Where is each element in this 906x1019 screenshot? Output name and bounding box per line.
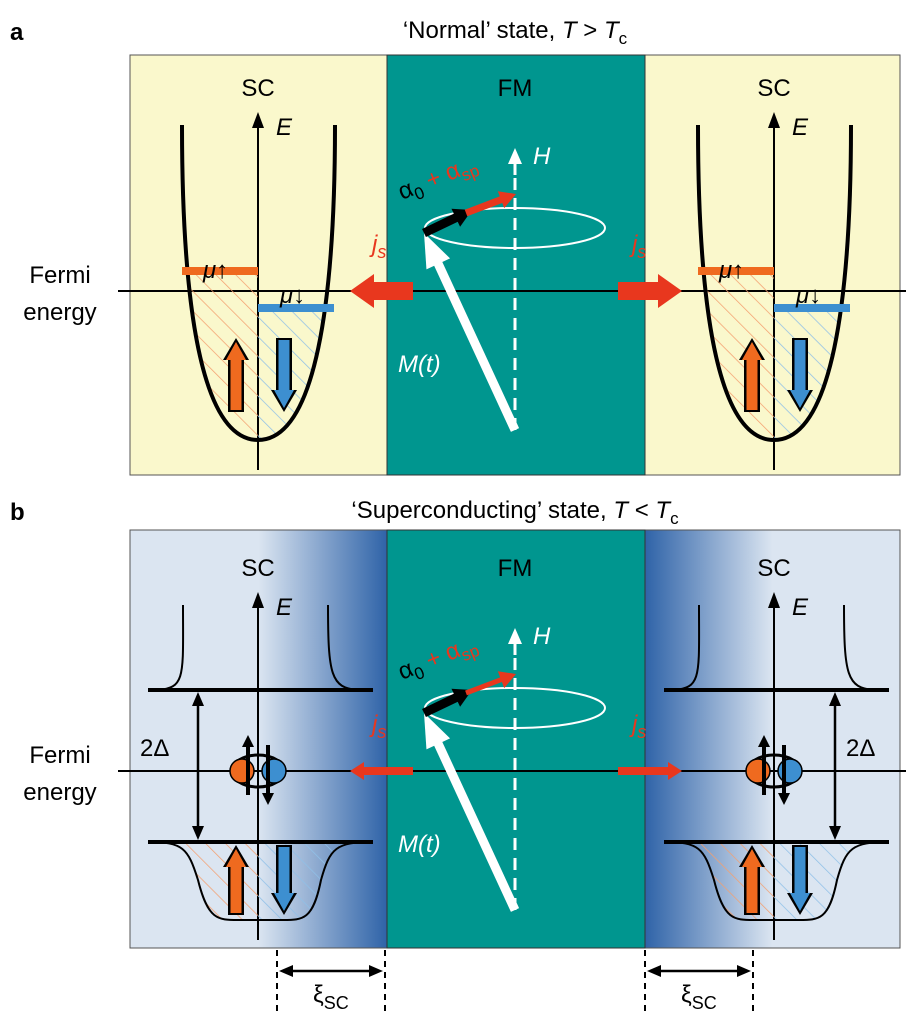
field-label: H [533, 143, 551, 170]
coherence-symbol: ξ [313, 981, 324, 1008]
magnetization-label: M(t) [398, 831, 441, 858]
electron-down [778, 759, 802, 783]
coherence-arrow-head [737, 965, 751, 977]
electron-up [746, 759, 770, 783]
panel-letter: a [10, 19, 24, 46]
energy-label: E [792, 594, 809, 621]
coherence-label: ξSC [681, 981, 717, 1013]
spin-current-subscript: s [637, 242, 646, 262]
coherence-symbol: ξ [681, 981, 692, 1008]
spin-current-subscript: s [377, 242, 386, 262]
gap-label: 2Δ [140, 735, 169, 762]
region-label: SC [241, 75, 274, 102]
mu-up-label: μ↑ [202, 257, 228, 284]
mu-up-label: μ↑ [718, 257, 744, 284]
region-label: FM [498, 75, 533, 102]
coherence-label: ξSC [313, 981, 349, 1013]
panel-title: ‘Normal’ state, T > Tc [403, 17, 628, 48]
coherence-arrow-head [647, 965, 661, 977]
coherence-subscript: SC [692, 993, 717, 1013]
figure: a ‘Normal’ state, T > Tc SC FM SC Fermi energy… [10, 17, 906, 1019]
fermi-label: Fermi [29, 262, 90, 289]
mu-down-label: μ↓ [279, 282, 305, 309]
coherence-arrow-head [369, 965, 383, 977]
mu-down-label: μ↓ [795, 282, 821, 309]
panel: a ‘Normal’ state, T > Tc SC FM SC Fermi energy… [10, 17, 906, 488]
energy-label: E [276, 114, 293, 141]
spin-current-subscript: s [377, 722, 386, 742]
energy-label: E [276, 594, 293, 621]
fermi-label: energy [23, 779, 96, 806]
electron-up [230, 759, 254, 783]
panel: b ‘Superconducting’ state, T < Tc SC FM SC Fe… [10, 497, 906, 1019]
panel-letter: b [10, 499, 25, 526]
fermi-label: Fermi [29, 742, 90, 769]
spin-current-subscript: s [637, 722, 646, 742]
panel-title: ‘Superconducting’ state, T < Tc [351, 497, 679, 528]
title-text: ‘Normal’ state, [403, 17, 562, 44]
field-label: H [533, 623, 551, 650]
region-label: FM [498, 555, 533, 582]
region-label: SC [757, 555, 790, 582]
coherence-arrow-head [279, 965, 293, 977]
title-subscript: c [670, 509, 679, 528]
title-text: < [628, 497, 655, 524]
region-label: SC [241, 555, 274, 582]
title-subscript: c [619, 29, 628, 48]
electron-down [262, 759, 286, 783]
energy-label: E [792, 114, 809, 141]
coherence-subscript: SC [324, 993, 349, 1013]
region-label: SC [757, 75, 790, 102]
title-text: > [577, 17, 604, 44]
title-text: ‘Superconducting’ state, [351, 497, 613, 524]
diagram: a ‘Normal’ state, T > Tc SC FM SC Fermi energy… [0, 0, 906, 1019]
magnetization-label: M(t) [398, 351, 441, 378]
fermi-label: energy [23, 299, 96, 326]
gap-label: 2Δ [846, 735, 875, 762]
